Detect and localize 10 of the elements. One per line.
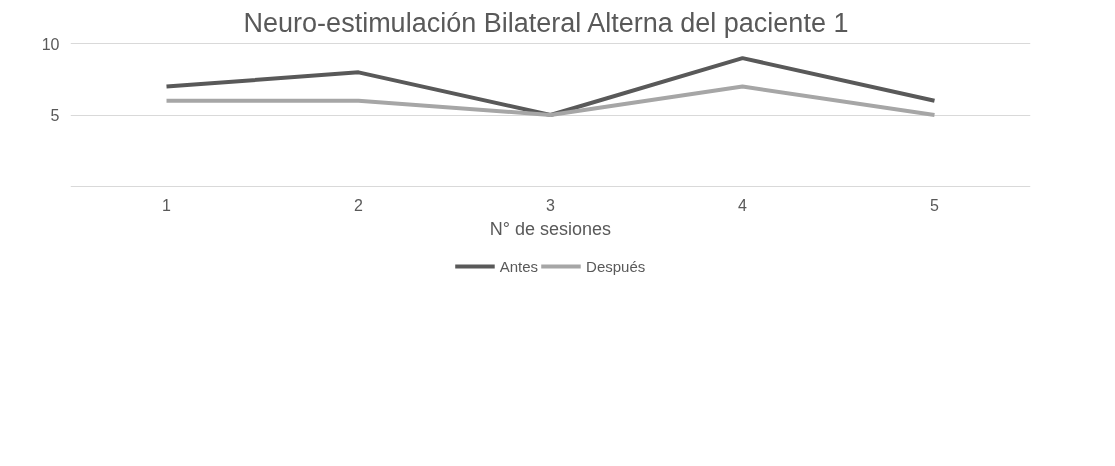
legend-label: Después: [586, 257, 646, 275]
x-tick-label: 3: [546, 196, 556, 214]
x-axis-title: N° de sesiones: [489, 218, 612, 239]
legend-label: Antes: [499, 257, 539, 275]
y-tick-label: 10: [41, 35, 60, 53]
x-tick-label: 5: [930, 196, 940, 214]
x-tick-label: 4: [738, 196, 748, 214]
x-tick-label: 2: [354, 196, 364, 214]
x-tick-label: 1: [162, 196, 172, 214]
chart-title: Neuro-estimulación Bilateral Alterna del paciente 1: [243, 7, 849, 38]
